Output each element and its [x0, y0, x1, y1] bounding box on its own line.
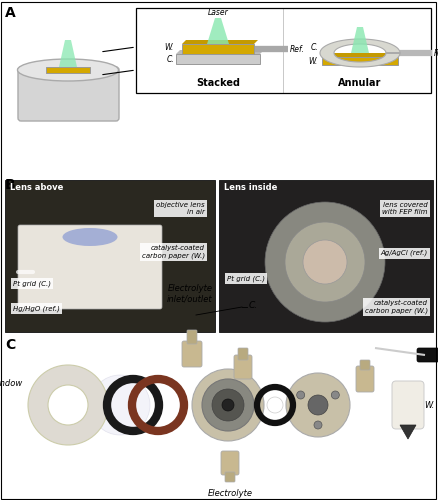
FancyBboxPatch shape — [356, 366, 374, 392]
Text: Ref.: Ref. — [434, 48, 438, 58]
Text: Lens inside: Lens inside — [224, 183, 277, 192]
Circle shape — [286, 373, 350, 437]
Circle shape — [212, 389, 244, 421]
Circle shape — [90, 375, 150, 435]
Text: objective lens
in air: objective lens in air — [156, 202, 205, 215]
FancyBboxPatch shape — [18, 225, 162, 309]
FancyBboxPatch shape — [182, 44, 254, 54]
FancyBboxPatch shape — [18, 67, 119, 121]
Text: Electrolyte
inlet/outlet: Electrolyte inlet/outlet — [207, 489, 253, 500]
Text: Ref.: Ref. — [290, 44, 305, 54]
Circle shape — [303, 240, 347, 284]
Circle shape — [192, 369, 264, 441]
Text: C.: C. — [249, 300, 258, 310]
FancyBboxPatch shape — [322, 57, 398, 65]
Circle shape — [265, 202, 385, 322]
Polygon shape — [176, 50, 264, 54]
Text: C.: C. — [166, 56, 174, 64]
Text: Laser: Laser — [208, 8, 228, 17]
Ellipse shape — [63, 228, 117, 246]
Text: catalyst-coated
carbon paper (W.): catalyst-coated carbon paper (W.) — [365, 300, 428, 314]
Text: W.: W. — [424, 400, 434, 409]
Circle shape — [314, 421, 322, 429]
Circle shape — [297, 391, 305, 399]
Text: lens covered
with FEP film: lens covered with FEP film — [382, 202, 428, 215]
Polygon shape — [182, 40, 258, 44]
Text: W.: W. — [165, 44, 174, 52]
FancyBboxPatch shape — [46, 67, 90, 73]
FancyBboxPatch shape — [238, 348, 248, 360]
FancyBboxPatch shape — [221, 451, 239, 475]
FancyBboxPatch shape — [219, 180, 433, 332]
FancyBboxPatch shape — [225, 472, 235, 482]
FancyBboxPatch shape — [176, 54, 260, 64]
Polygon shape — [400, 425, 416, 439]
Text: C: C — [5, 338, 15, 352]
Text: Lens above: Lens above — [10, 183, 64, 192]
Circle shape — [48, 385, 88, 425]
FancyBboxPatch shape — [5, 180, 215, 332]
Text: B: B — [5, 178, 16, 192]
FancyBboxPatch shape — [417, 348, 438, 362]
Text: Ag/AgCl (ref.): Ag/AgCl (ref.) — [381, 250, 428, 256]
Circle shape — [308, 395, 328, 415]
Text: W.: W. — [309, 56, 318, 66]
Ellipse shape — [18, 59, 119, 81]
Polygon shape — [59, 40, 77, 67]
Text: Annular: Annular — [338, 78, 381, 88]
Text: C.: C. — [310, 44, 318, 52]
Text: Electrolyte
inlet/outlet: Electrolyte inlet/outlet — [167, 284, 213, 303]
Text: catalyst-coated
carbon paper (W.): catalyst-coated carbon paper (W.) — [142, 245, 205, 258]
Polygon shape — [351, 27, 369, 53]
Polygon shape — [322, 53, 402, 57]
Text: A: A — [5, 6, 16, 20]
Circle shape — [28, 365, 108, 445]
Polygon shape — [320, 39, 400, 67]
Circle shape — [267, 397, 283, 413]
Text: Hg/HgO (ref.): Hg/HgO (ref.) — [13, 305, 60, 312]
Circle shape — [222, 399, 234, 411]
FancyBboxPatch shape — [182, 341, 202, 367]
Text: Pt grid (C.): Pt grid (C.) — [227, 275, 265, 281]
FancyBboxPatch shape — [187, 330, 197, 344]
Polygon shape — [207, 18, 229, 44]
FancyBboxPatch shape — [136, 8, 431, 93]
Text: Window: Window — [0, 378, 22, 388]
Circle shape — [285, 222, 365, 302]
Text: Pt grid (C.): Pt grid (C.) — [13, 280, 51, 286]
Circle shape — [331, 391, 339, 399]
Text: Stacked: Stacked — [196, 78, 240, 88]
FancyBboxPatch shape — [234, 355, 252, 379]
Circle shape — [202, 379, 254, 431]
FancyBboxPatch shape — [360, 360, 370, 370]
FancyBboxPatch shape — [392, 381, 424, 429]
